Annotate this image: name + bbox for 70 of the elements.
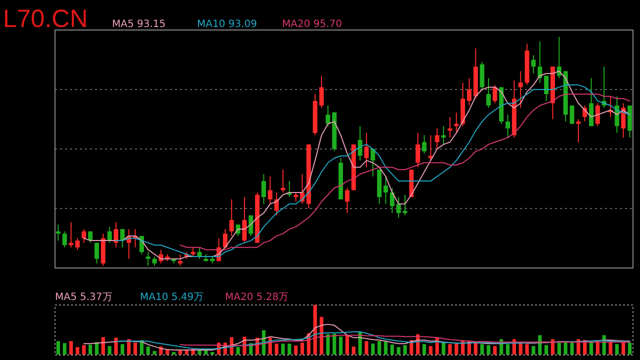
bar bbox=[403, 345, 407, 355]
bar bbox=[236, 347, 240, 355]
bar bbox=[274, 344, 278, 355]
bar bbox=[384, 342, 388, 355]
bar bbox=[300, 342, 304, 355]
bar bbox=[326, 334, 330, 355]
bar bbox=[474, 342, 478, 355]
bar bbox=[88, 344, 92, 355]
bar bbox=[114, 338, 118, 355]
bar bbox=[101, 337, 105, 355]
bar bbox=[166, 350, 170, 355]
bar bbox=[338, 336, 343, 355]
text: MA5 5.37万 bbox=[55, 292, 112, 303]
bar bbox=[345, 335, 350, 355]
text: MA5 93.15 bbox=[112, 19, 166, 30]
chart-title: L70.CN bbox=[3, 5, 88, 33]
bar bbox=[538, 335, 542, 355]
bar bbox=[69, 341, 73, 355]
bar bbox=[622, 342, 626, 355]
bar bbox=[596, 341, 600, 355]
bar bbox=[506, 344, 510, 355]
text: MA20 95.70 bbox=[282, 19, 342, 30]
bar bbox=[56, 341, 60, 355]
bar bbox=[589, 342, 594, 355]
bar bbox=[525, 344, 529, 355]
bar bbox=[198, 350, 202, 355]
bar bbox=[133, 342, 138, 355]
bar bbox=[62, 343, 66, 355]
bar bbox=[442, 342, 446, 355]
bar bbox=[570, 342, 574, 355]
bar bbox=[448, 344, 452, 355]
bar bbox=[352, 346, 356, 355]
bar bbox=[204, 350, 208, 355]
bar bbox=[288, 344, 292, 355]
text: MA10 93.09 bbox=[197, 19, 257, 30]
bar bbox=[320, 316, 324, 355]
bar bbox=[210, 352, 214, 355]
text: MA10 5.49万 bbox=[140, 292, 204, 303]
bar bbox=[281, 344, 285, 355]
bar bbox=[294, 346, 298, 355]
bar bbox=[152, 351, 156, 355]
bar bbox=[486, 345, 490, 355]
bar bbox=[127, 339, 131, 355]
bar bbox=[550, 339, 555, 355]
bar bbox=[178, 350, 182, 355]
bar bbox=[628, 342, 632, 355]
bar bbox=[82, 345, 86, 355]
bar bbox=[76, 347, 80, 355]
bar bbox=[557, 342, 561, 355]
bar bbox=[615, 344, 619, 355]
bar bbox=[480, 344, 484, 355]
bar bbox=[428, 346, 432, 355]
bar bbox=[108, 346, 112, 355]
bar bbox=[422, 344, 426, 355]
bar bbox=[120, 344, 124, 355]
bar bbox=[146, 346, 150, 355]
bar bbox=[396, 347, 400, 355]
bar bbox=[313, 305, 317, 355]
bar bbox=[544, 345, 548, 355]
bar bbox=[332, 334, 336, 355]
bar bbox=[493, 346, 497, 355]
bar bbox=[378, 341, 382, 355]
bar bbox=[454, 344, 458, 355]
bar bbox=[94, 342, 99, 355]
text: MA20 5.28万 bbox=[225, 292, 289, 303]
bar bbox=[390, 344, 394, 355]
bar bbox=[371, 344, 375, 355]
bar bbox=[172, 352, 176, 355]
bar bbox=[532, 346, 536, 355]
bar bbox=[364, 341, 368, 355]
